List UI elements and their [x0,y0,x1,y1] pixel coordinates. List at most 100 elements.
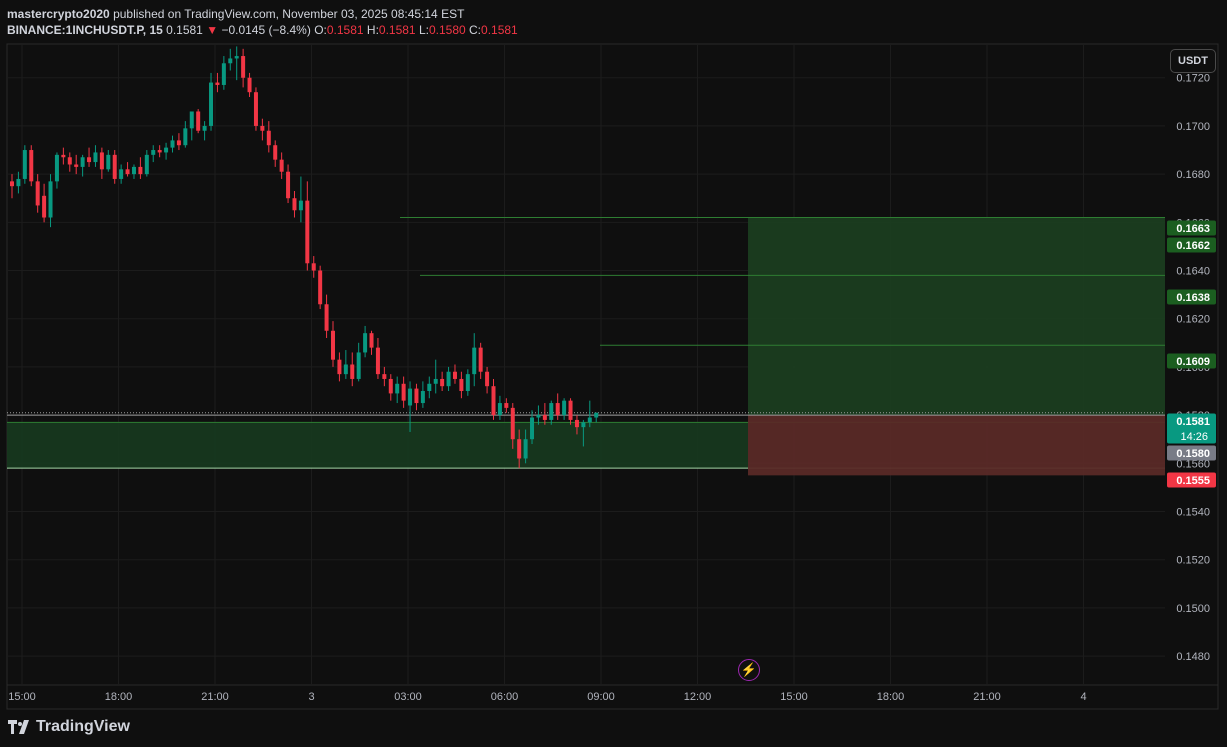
candle-body [363,333,368,353]
price-label-text: 0.1662 [1176,240,1210,252]
candle-body [80,157,85,167]
candle-body [414,388,419,404]
y-tick-label: 0.1720 [1176,73,1210,85]
candle-body [138,166,143,175]
open-value: 0.1581 [326,23,364,37]
currency-button[interactable]: USDT [1170,49,1216,73]
candle-body [119,169,124,179]
candle-body [170,140,175,148]
candle-body [16,178,21,187]
candle-body [48,181,53,218]
candle-body [491,386,496,416]
candle-body [395,383,400,394]
candles [10,46,599,469]
candle-body [74,164,79,167]
candle-body [465,374,470,392]
candle-body [35,181,40,206]
tradingview-logo[interactable]: TradingView [8,718,130,736]
candle-body [112,154,117,179]
candle-body [106,154,111,170]
x-tick-label: 18:00 [105,691,133,703]
candle-body [440,378,445,387]
candle-body [574,419,579,428]
candle-body [87,157,92,163]
candle-body [555,403,560,416]
candle-body [356,352,361,379]
publisher-name[interactable]: mastercrypto2020 [7,7,110,21]
open-label: O: [314,23,327,37]
y-tick-label: 0.1520 [1176,555,1210,567]
y-tick-label: 0.1560 [1176,458,1210,470]
candle-body [22,150,27,179]
candle-body [594,412,599,418]
x-tick-label: 21:00 [973,691,1001,703]
candle-body [125,169,130,175]
y-tick-label: 0.1480 [1176,651,1210,663]
candle-body [536,415,541,418]
candle-body [157,150,162,153]
candle-body [343,364,348,375]
candle-body [131,166,136,175]
candle-body [369,333,374,348]
candle-body [401,383,406,401]
candle-body [452,371,457,379]
candle-body [234,56,239,59]
price-change: −0.0145 (−8.4%) [221,23,311,37]
target-zone [748,217,1165,416]
candle-body [61,154,66,158]
candle-body [305,200,310,264]
candle-body [99,152,104,170]
candle-body [164,147,169,153]
last-price: 0.1581 [166,23,203,37]
candle-body [298,200,303,211]
candle-body [215,82,220,85]
y-tick-label: 0.1640 [1176,266,1210,278]
price-label-text: 0.1581 [1176,416,1210,428]
x-tick-label: 06:00 [491,691,519,703]
tradingview-logo-text: TradingView [36,718,130,735]
candle-body [183,128,188,146]
close-value: 0.1581 [481,23,518,37]
candle-body [151,150,156,155]
chart-frame [6,43,1219,710]
price-label-box [1167,413,1216,444]
candle-body [382,374,387,379]
candle-body [260,125,265,131]
candle-body [273,145,278,160]
price-label-text: 0.1663 [1176,223,1210,235]
price-label-box [1167,445,1216,461]
price-label-box [1167,472,1216,488]
y-tick-label: 0.1700 [1176,121,1210,133]
price-label-box [1167,289,1216,305]
time-axis[interactable]: 15:00 18:00 21:00 3 03:00 06:00 09:00 12:00 15:0… [8,691,1086,703]
zones [7,217,1165,476]
candle-body [517,439,522,459]
chart-header: mastercrypto2020 published on TradingVie… [7,6,518,38]
candle-body [10,181,14,187]
candle-body [202,125,207,131]
candle-body [420,391,425,404]
candle-body [241,56,246,78]
price-axis[interactable]: 0.17200.17000.16800.16600.16400.16200.16… [1176,73,1210,663]
candle-body [472,347,477,375]
lightning-icon[interactable]: ⚡ [738,659,760,681]
y-tick-label: 0.1540 [1176,506,1210,518]
x-tick-label: 15:00 [8,691,36,703]
support-zone [7,422,748,469]
change-down-icon: ▼ [206,23,219,37]
price-label-text: 0.1638 [1176,292,1210,304]
candle-body [176,140,181,146]
candle-body [279,159,284,172]
candle-body [144,154,149,175]
candle-body [196,111,201,131]
candle-body [478,347,483,372]
high-value: 0.1581 [378,23,416,37]
symbol[interactable]: BINANCE:1INCHUSDT.P, 15 [7,23,163,37]
candle-body [485,371,490,387]
candle-body [311,263,316,271]
candle-body [408,388,413,406]
x-tick-label: 12:00 [684,691,712,703]
x-tick-label: 3 [308,691,314,703]
y-tick-label: 0.1680 [1176,169,1210,181]
